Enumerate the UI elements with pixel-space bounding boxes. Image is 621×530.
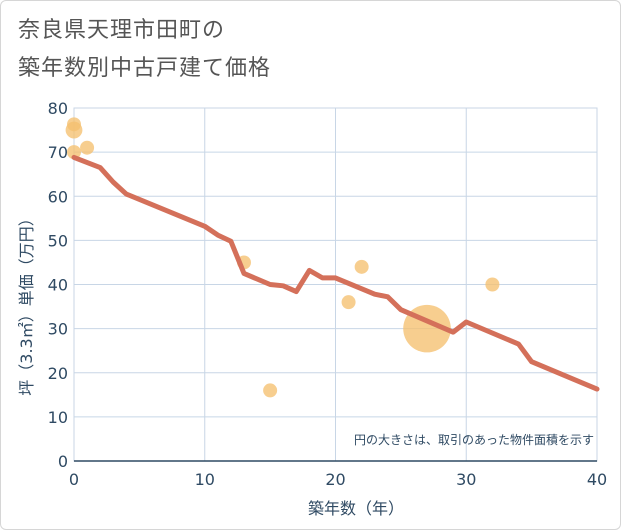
x-tick-label: 30 xyxy=(456,470,476,489)
bubble-point xyxy=(67,145,81,160)
x-axis-label: 築年数（年） xyxy=(308,499,404,518)
y-tick-label: 80 xyxy=(48,99,68,118)
chart-title-line2: 築年数別中古戸建て価格 xyxy=(18,56,272,81)
bubble-point xyxy=(263,383,278,398)
x-tick-labels: 0 10 20 30 40 xyxy=(69,470,607,489)
bubble-series xyxy=(65,117,500,398)
grid-lines xyxy=(73,107,598,462)
y-tick-label: 70 xyxy=(48,143,68,162)
bubble-size-note: 円の大きさは、取引のあった物件面積を示す xyxy=(354,432,594,447)
x-tick-label: 40 xyxy=(587,470,607,489)
chart-title-line1: 奈良県天理市田町の xyxy=(18,18,226,43)
bubble-point xyxy=(80,140,95,155)
y-tick-label: 30 xyxy=(48,320,68,339)
bubble-point xyxy=(485,277,500,292)
y-axis-label: 坪（3.3㎡）単価（万円） xyxy=(17,210,36,395)
y-tick-label: 0 xyxy=(58,452,68,471)
y-tick-label: 10 xyxy=(48,408,68,427)
bubble-point xyxy=(354,259,369,274)
y-tick-labels: 0 10 20 30 40 50 60 70 80 xyxy=(48,99,68,471)
y-tick-label: 20 xyxy=(48,364,68,383)
y-tick-label: 40 xyxy=(48,276,68,295)
y-tick-label: 60 xyxy=(48,187,68,206)
x-tick-label: 0 xyxy=(69,470,79,489)
bubble-point xyxy=(65,121,83,139)
trend-line xyxy=(71,154,600,392)
bubble-point xyxy=(341,295,356,310)
x-tick-label: 10 xyxy=(195,470,215,489)
x-tick-label: 20 xyxy=(325,470,345,489)
y-tick-label: 50 xyxy=(48,231,68,250)
